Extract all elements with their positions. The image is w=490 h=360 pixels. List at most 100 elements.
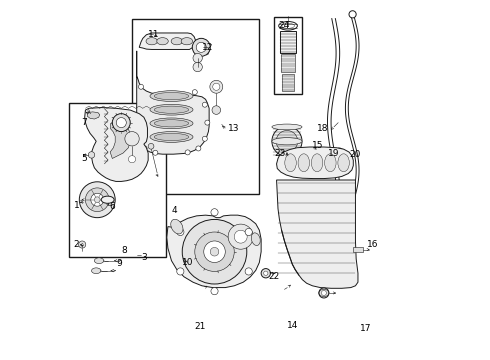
Text: 19: 19 (327, 149, 339, 158)
Circle shape (91, 193, 104, 206)
Circle shape (276, 131, 298, 152)
Text: 2: 2 (74, 240, 79, 249)
Ellipse shape (171, 38, 183, 45)
Circle shape (210, 247, 219, 256)
Circle shape (95, 197, 100, 203)
Ellipse shape (92, 268, 101, 274)
Ellipse shape (154, 134, 189, 140)
Circle shape (204, 50, 209, 55)
Circle shape (195, 232, 234, 271)
Text: 7: 7 (81, 118, 87, 127)
Circle shape (78, 241, 86, 248)
Circle shape (85, 188, 109, 212)
Ellipse shape (282, 23, 294, 28)
Ellipse shape (298, 154, 310, 172)
Text: 10: 10 (182, 258, 194, 267)
Circle shape (125, 132, 139, 146)
Text: 17: 17 (360, 324, 371, 333)
Bar (69, 103, 166, 257)
Ellipse shape (150, 104, 193, 115)
Circle shape (153, 150, 158, 155)
Ellipse shape (154, 93, 189, 100)
Circle shape (116, 118, 126, 128)
Polygon shape (87, 112, 100, 119)
Ellipse shape (154, 120, 189, 127)
Circle shape (202, 136, 207, 141)
Circle shape (177, 228, 184, 235)
Circle shape (182, 220, 247, 284)
Circle shape (185, 150, 190, 155)
Ellipse shape (272, 138, 302, 145)
Circle shape (203, 45, 210, 53)
Ellipse shape (171, 219, 183, 234)
Text: 4: 4 (172, 206, 177, 215)
Text: 6: 6 (109, 202, 115, 211)
Text: 22: 22 (269, 272, 280, 281)
Circle shape (211, 209, 218, 216)
Ellipse shape (150, 132, 193, 142)
Circle shape (139, 84, 144, 89)
Circle shape (192, 90, 197, 95)
Text: 24: 24 (278, 21, 290, 30)
Circle shape (148, 143, 154, 149)
Circle shape (202, 102, 207, 107)
Circle shape (228, 224, 253, 249)
Ellipse shape (324, 154, 336, 172)
Text: 14: 14 (287, 321, 299, 330)
Ellipse shape (154, 106, 189, 113)
Polygon shape (137, 51, 209, 154)
Ellipse shape (272, 124, 302, 130)
Polygon shape (110, 121, 130, 158)
Circle shape (192, 39, 210, 56)
Circle shape (204, 241, 225, 262)
Circle shape (196, 42, 206, 52)
Text: 1: 1 (74, 201, 79, 210)
Circle shape (234, 230, 247, 243)
Ellipse shape (279, 22, 297, 30)
Bar (281, 54, 295, 72)
Text: 9: 9 (116, 259, 122, 268)
Text: 3: 3 (142, 253, 147, 262)
Text: 5: 5 (81, 154, 87, 163)
Circle shape (245, 228, 252, 235)
Circle shape (137, 138, 142, 143)
Circle shape (272, 126, 302, 156)
Circle shape (196, 146, 201, 151)
Bar (280, 31, 296, 53)
Text: 11: 11 (148, 30, 160, 39)
Text: 8: 8 (122, 246, 127, 255)
Text: 23: 23 (274, 149, 286, 158)
Circle shape (193, 62, 202, 72)
Circle shape (319, 288, 329, 298)
Polygon shape (276, 147, 353, 179)
Text: 21: 21 (195, 322, 206, 331)
Circle shape (245, 268, 252, 275)
Ellipse shape (311, 154, 323, 172)
Polygon shape (85, 108, 148, 181)
Text: 12: 12 (202, 43, 213, 52)
Circle shape (321, 291, 326, 296)
Circle shape (212, 106, 220, 114)
Circle shape (213, 83, 220, 90)
Ellipse shape (157, 38, 168, 45)
Text: 13: 13 (228, 123, 239, 132)
Text: 18: 18 (318, 123, 329, 132)
Bar (282, 74, 294, 91)
Circle shape (79, 182, 115, 218)
Ellipse shape (181, 38, 193, 45)
Circle shape (335, 148, 343, 157)
Circle shape (128, 156, 136, 163)
Bar (132, 19, 259, 194)
Ellipse shape (251, 233, 260, 246)
Circle shape (112, 114, 130, 132)
Circle shape (337, 150, 342, 154)
Circle shape (211, 288, 218, 295)
Polygon shape (167, 215, 261, 288)
Bar (274, 17, 302, 94)
Circle shape (88, 152, 95, 158)
Circle shape (261, 269, 270, 278)
Circle shape (349, 11, 356, 18)
Ellipse shape (95, 258, 104, 264)
Text: 20: 20 (349, 150, 360, 159)
Circle shape (210, 80, 223, 93)
